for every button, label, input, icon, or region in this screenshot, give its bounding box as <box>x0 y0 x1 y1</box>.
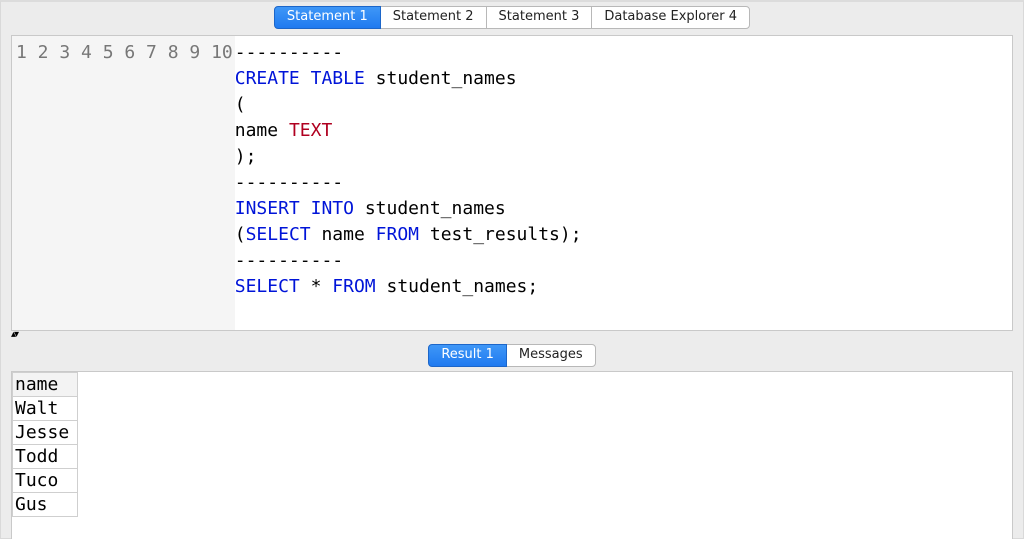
tab-statement-2[interactable]: Statement 2 <box>380 6 487 29</box>
results-tabstrip: Result 1Messages <box>1 341 1023 371</box>
table-cell: Tuco <box>13 469 78 493</box>
table-row[interactable]: Todd <box>13 445 78 469</box>
sql-text: ---------- <box>235 172 343 193</box>
sql-text: ( <box>235 94 246 115</box>
column-header[interactable]: name <box>13 373 78 397</box>
result-tab-result-1[interactable]: Result 1 <box>428 344 507 367</box>
sql-text: ---------- <box>235 250 343 271</box>
result-tab-messages[interactable]: Messages <box>506 344 596 367</box>
sql-type: TEXT <box>289 120 332 141</box>
sql-keyword: INTO <box>311 198 354 219</box>
sql-editor[interactable]: ---------- CREATE TABLE student_names ( … <box>235 36 1012 330</box>
table-row[interactable]: Tuco <box>13 469 78 493</box>
table-cell: Walt <box>13 397 78 421</box>
tab-database-explorer-4[interactable]: Database Explorer 4 <box>591 6 750 29</box>
sql-text <box>300 198 311 219</box>
sql-text: student_names; <box>376 276 539 297</box>
sql-keyword: FROM <box>376 224 419 245</box>
sql-text: ); <box>235 146 257 167</box>
table-row[interactable]: Walt <box>13 397 78 421</box>
sql-text <box>300 68 311 89</box>
sql-text: ---------- <box>235 42 343 63</box>
sql-keyword: FROM <box>332 276 375 297</box>
results-panel: nameWaltJesseToddTucoGus <box>11 371 1013 539</box>
table-cell: Gus <box>13 493 78 517</box>
table-cell: Todd <box>13 445 78 469</box>
sql-keyword: SELECT <box>235 276 300 297</box>
editor-gutter: 1 2 3 4 5 6 7 8 9 10 <box>12 36 235 330</box>
sql-editor-panel: 1 2 3 4 5 6 7 8 9 10 ---------- CREATE T… <box>11 35 1013 331</box>
splitter-handle[interactable]: ▴▾ <box>11 331 1013 341</box>
sql-text: * <box>300 276 333 297</box>
sql-keyword: TABLE <box>311 68 365 89</box>
table-cell: Jesse <box>13 421 78 445</box>
sql-text: student_names <box>365 68 517 89</box>
sql-text: name <box>311 224 376 245</box>
sql-keyword: CREATE <box>235 68 300 89</box>
sql-text: name <box>235 120 289 141</box>
result-table: nameWaltJesseToddTucoGus <box>12 372 78 517</box>
tab-statement-3[interactable]: Statement 3 <box>486 6 593 29</box>
sql-text: student_names <box>354 198 506 219</box>
tab-statement-1[interactable]: Statement 1 <box>274 6 381 29</box>
sql-text: test_results); <box>419 224 582 245</box>
sql-text: ( <box>235 224 246 245</box>
table-row[interactable]: Gus <box>13 493 78 517</box>
table-row[interactable]: Jesse <box>13 421 78 445</box>
sql-keyword: INSERT <box>235 198 300 219</box>
sql-keyword: SELECT <box>246 224 311 245</box>
top-tabstrip: Statement 1Statement 2Statement 3Databas… <box>1 2 1023 35</box>
app-window: Statement 1Statement 2Statement 3Databas… <box>0 0 1024 539</box>
